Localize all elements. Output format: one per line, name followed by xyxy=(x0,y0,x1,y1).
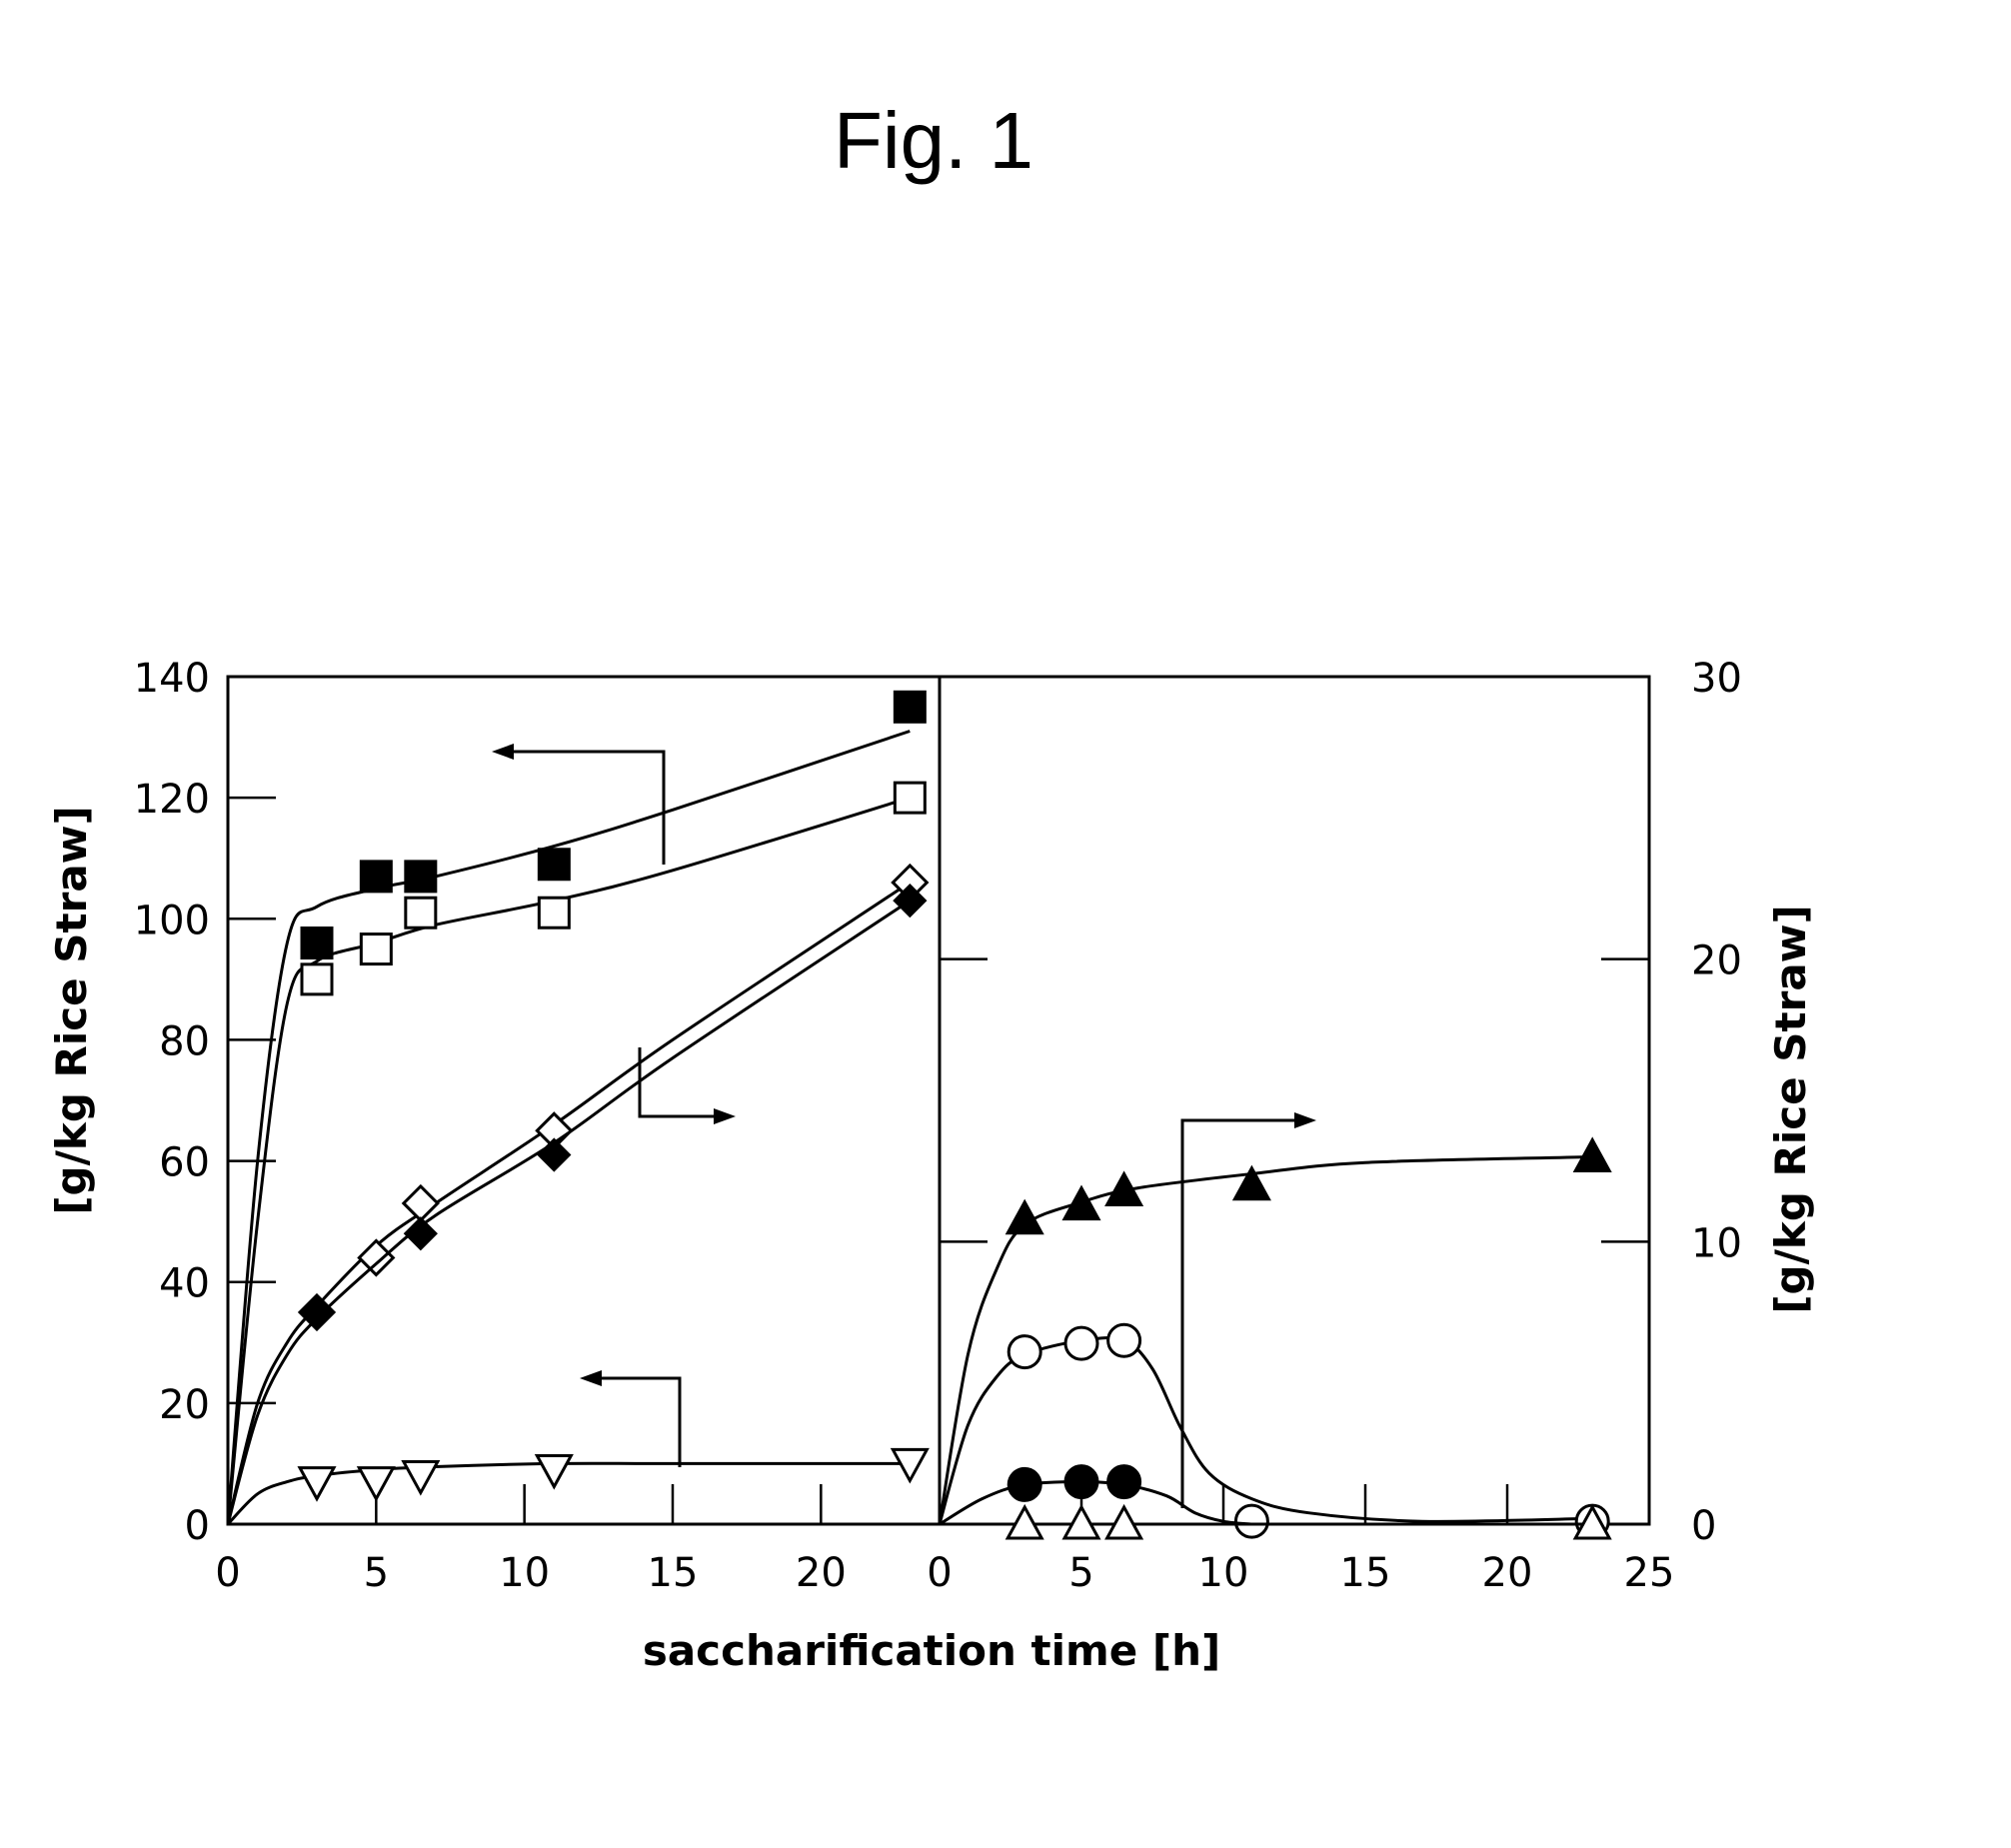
right-x-tick-label: 15 xyxy=(1340,1550,1391,1596)
left-filled-square-point xyxy=(895,692,925,722)
arrow-diamonds-to-right-axis xyxy=(640,1047,736,1124)
left-filled-square-point xyxy=(539,850,569,880)
right-open-circle-point xyxy=(1235,1505,1267,1537)
left-filled-diamond-point xyxy=(302,1297,332,1327)
right-panel-frame xyxy=(940,677,1649,1524)
right-x-tick-label: 0 xyxy=(927,1550,952,1596)
right-open-circle-point xyxy=(1008,1336,1040,1368)
right-panel: 0 5 10 15 20 25 0 10 20 30 xyxy=(927,656,1742,1596)
left-y-tick-label: 0 xyxy=(185,1503,210,1549)
left-y-tick-label: 40 xyxy=(159,1261,210,1307)
left-panel: 0 5 10 15 20 0 20 40 60 80 100 120 140 xyxy=(134,656,940,1596)
arrow-top-to-left-axis xyxy=(492,744,664,865)
left-y-tick-label: 60 xyxy=(159,1140,210,1186)
right-open-circle-point xyxy=(1108,1324,1140,1356)
annotation-arrows xyxy=(492,744,1316,1508)
left-open-square-point xyxy=(361,934,391,964)
x-axis-label: saccharification time [h] xyxy=(643,1626,1220,1675)
left-filled-square-point xyxy=(406,862,436,892)
left-open-triangle-down-point xyxy=(537,1455,571,1486)
left-open-square-point xyxy=(895,783,925,813)
left-y-tick-label: 80 xyxy=(159,1018,210,1064)
right-x-tick-label: 10 xyxy=(1198,1550,1249,1596)
right-filled-circle-point xyxy=(1008,1468,1040,1500)
right-y-tick-label: 30 xyxy=(1691,656,1742,702)
arrow-triangle-down-to-left-axis xyxy=(580,1370,680,1467)
left-open-diamond-point xyxy=(359,1240,393,1274)
right-y-axis-label: [g/kg Rice Straw] xyxy=(1766,905,1815,1313)
left-open-triangle-down-point xyxy=(359,1468,393,1499)
right-x-tick-label: 5 xyxy=(1068,1550,1093,1596)
figure-title: Fig. 1 xyxy=(834,96,1033,185)
left-filled-square-point xyxy=(361,862,391,892)
left-open-square-point xyxy=(406,898,436,927)
left-x-tick-label: 0 xyxy=(215,1550,240,1596)
right-filled-circle-point xyxy=(1108,1466,1140,1498)
left-filled-diamond-point xyxy=(406,1218,436,1248)
left-filled-square-point xyxy=(302,928,332,958)
left-open-diamond-point xyxy=(404,1186,438,1220)
left-x-tick-label: 5 xyxy=(364,1550,389,1596)
right-open-circle-point xyxy=(1065,1327,1097,1359)
right-filled-circle-point xyxy=(1065,1466,1097,1498)
right-y-tick-label: 10 xyxy=(1691,1220,1742,1266)
left-x-tick-label: 10 xyxy=(499,1550,550,1596)
left-x-tick-label: 15 xyxy=(648,1550,699,1596)
left-open-square-point xyxy=(539,898,569,927)
right-x-tick-label: 25 xyxy=(1624,1550,1675,1596)
right-filled-triangle-up-point xyxy=(1064,1188,1098,1219)
left-y-tick-label: 140 xyxy=(134,656,210,702)
right-y-tick-label: 0 xyxy=(1691,1503,1716,1549)
left-open-triangle-down-point xyxy=(404,1462,438,1493)
left-panel-frame xyxy=(228,677,940,1524)
left-y-tick-label: 100 xyxy=(134,898,210,943)
left-y-axis-label: [g/kg Rice Straw] xyxy=(47,806,96,1214)
left-y-tick-label: 20 xyxy=(159,1382,210,1428)
left-open-triangle-down-point xyxy=(893,1449,927,1480)
left-open-square-point xyxy=(302,964,332,994)
right-x-tick-label: 20 xyxy=(1482,1550,1533,1596)
left-x-tick-label: 20 xyxy=(796,1550,847,1596)
left-filled-diamond-point xyxy=(539,1140,569,1170)
right-filled-triangle-up-point xyxy=(1575,1140,1609,1171)
left-open-triangle-down-point xyxy=(300,1468,334,1499)
right-y-tick-label: 20 xyxy=(1691,938,1742,984)
left-y-tick-label: 120 xyxy=(134,777,210,823)
